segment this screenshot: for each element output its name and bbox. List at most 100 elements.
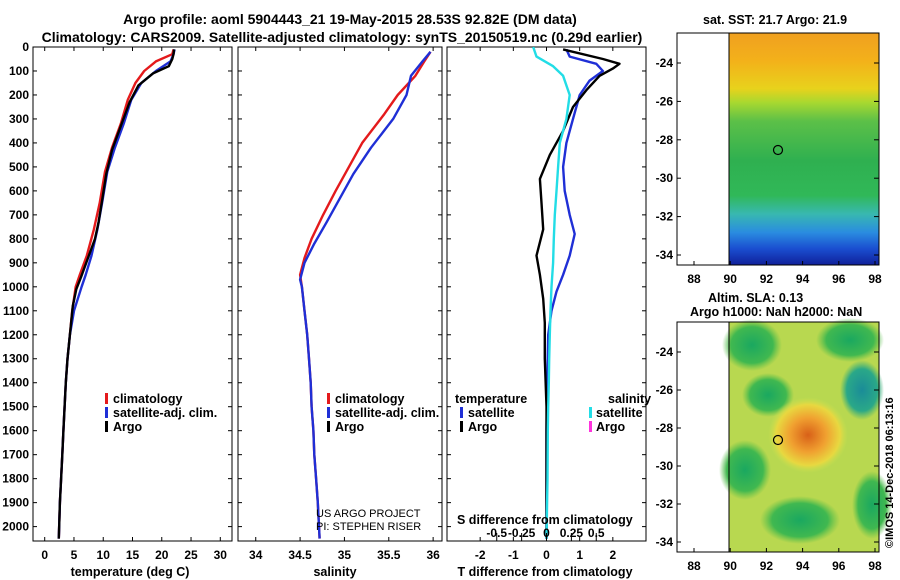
x-tick-label: 36 [426, 548, 440, 562]
x-tick-label: 2 [609, 548, 616, 562]
map-y-tick-label: -30 [656, 459, 674, 473]
figure-title-line1: Argo profile: aoml 5904443_21 19-May-201… [123, 11, 577, 27]
map-y-tick-label: -24 [656, 345, 674, 359]
series-line-climatology [298, 51, 432, 539]
salinity-x-axis: 34 34.5 35 35.5 36 [249, 47, 440, 562]
depth-tick-label: 1900 [2, 496, 29, 510]
x-tick-label: 1 [576, 548, 583, 562]
legend-label-s-argo: Argo [596, 420, 626, 434]
legend-label-t-satellite: satellite [468, 406, 515, 420]
depth-tick-label: 100 [9, 64, 29, 78]
depth-tick-label: 1000 [2, 280, 29, 294]
depth-tick-label: 400 [9, 136, 29, 150]
depth-tick-label: 1300 [2, 352, 29, 366]
legend-swatch-satellite [327, 407, 330, 418]
temperature-x-label: temperature (deg C) [71, 565, 190, 579]
series-line-t-satellite [545, 48, 605, 539]
legend-swatch-argo [327, 421, 330, 432]
map-y-tick-label: -32 [656, 497, 674, 511]
x-tick-label: 20 [155, 548, 169, 562]
salinity-x-label: salinity [313, 565, 356, 579]
legend-label-satellite: satellite-adj. clim. [335, 406, 439, 420]
difference-x-label: T difference from climatology [457, 565, 632, 579]
sla-feature [760, 496, 840, 544]
sla-map-title1: Altim. SLA: 0.13 [708, 291, 803, 305]
temperature-plot [57, 49, 176, 539]
x-tick-label: 5 [71, 548, 78, 562]
depth-tick-label: 1200 [2, 328, 29, 342]
depth-tick-label: 1800 [2, 472, 29, 486]
sla-map: Altim. SLA: 0.13 Argo h1000: NaN h2000: … [656, 291, 892, 573]
map-x-tick-label: 96 [832, 559, 846, 573]
difference-x-axis: -2 -1 0 1 2 -0.5 -0.25 0 0.25 0.5 [475, 47, 616, 562]
x-tick-label: 35.5 [377, 548, 401, 562]
depth-tick-label: 1400 [2, 376, 29, 390]
map-y-tick-label: -30 [656, 171, 674, 185]
map-y-tick-label: -26 [656, 383, 674, 397]
credit-line1: US ARGO PROJECT [316, 508, 421, 520]
x-tick-label: 0 [543, 548, 550, 562]
series-line-argo [57, 49, 176, 539]
figure-title-line2: Climatology: CARS2009. Satellite-adjuste… [42, 29, 643, 45]
sst-float-marker [772, 144, 784, 156]
map-y-tick-label: -32 [656, 210, 674, 224]
map-x-tick-label: 92 [760, 272, 774, 286]
sst-field-border [728, 32, 880, 266]
s-tick-label: 0.25 [560, 526, 584, 540]
s-tick-label: 0 [543, 526, 550, 540]
map-x-tick-label: 96 [832, 272, 846, 286]
x-tick-label: 25 [184, 548, 198, 562]
map-x-tick-label: 98 [868, 559, 882, 573]
difference-plot [532, 47, 621, 539]
legend-title-temperature: temperature [455, 392, 527, 406]
map-x-tick-label: 92 [760, 559, 774, 573]
sla-feature [742, 373, 794, 417]
sla-feature [722, 319, 782, 371]
depth-tick-label: 300 [9, 112, 29, 126]
depth-axis: 0 100 200 300 400 500 600 700 800 900 1000 1100 1200… [2, 40, 646, 534]
map-y-tick-label: -28 [656, 421, 674, 435]
x-tick-label: 34 [249, 548, 263, 562]
legend-label-argo: Argo [335, 420, 365, 434]
legend-swatch-argo [105, 421, 108, 432]
map-x-tick-label: 98 [868, 272, 882, 286]
map-x-tick-label: 94 [796, 272, 810, 286]
map-x-tick-label: 90 [724, 272, 738, 286]
depth-tick-label: 1500 [2, 400, 29, 414]
map-x-tick-label: 94 [796, 559, 810, 573]
sla-feature [852, 471, 892, 539]
sla-map-title2: Argo h1000: NaN h2000: NaN [690, 305, 862, 319]
map-y-tick-label: -26 [656, 94, 674, 108]
legend-swatch-s-satellite [589, 407, 592, 418]
legend-title-salinity: salinity [608, 392, 651, 406]
series-line-t-argo [535, 48, 621, 539]
x-tick-label: 0 [41, 548, 48, 562]
sla-float-marker [772, 434, 784, 446]
salinity-plot [298, 51, 432, 539]
map-y-tick-label: -34 [656, 535, 674, 549]
depth-tick-label: 600 [9, 184, 29, 198]
depth-tick-label: 900 [9, 256, 29, 270]
depth-tick-label: 700 [9, 208, 29, 222]
map-x-tick-label: 90 [724, 559, 738, 573]
s-tick-label: 0.5 [588, 526, 605, 540]
salinity-panel-frame [237, 46, 443, 542]
depth-tick-label: 500 [9, 160, 29, 174]
x-tick-label: 35 [338, 548, 352, 562]
legend-label-s-satellite: satellite [596, 406, 643, 420]
legend-swatch-s-argo [589, 421, 592, 432]
sst-map: sat. SST: 21.7 Argo: 21.9 -24 -26 -28 -30 -3… [656, 13, 882, 286]
map-x-tick-label: 88 [687, 272, 701, 286]
depth-tick-label: 200 [9, 88, 29, 102]
depth-tick-label: 0 [22, 40, 29, 54]
legend-label-climatology: climatology [335, 392, 405, 406]
s-difference-label: S difference from climatology [457, 513, 633, 527]
x-tick-label: -1 [508, 548, 519, 562]
map-y-tick-label: -24 [656, 56, 674, 70]
depth-tick-label: 2000 [2, 520, 29, 534]
sla-high-anomaly [768, 397, 848, 473]
temperature-legend: climatology satellite-adj. clim. Argo [105, 392, 217, 434]
series-line-satellite-adj-clim- [298, 51, 432, 539]
depth-tick-label: 1600 [2, 424, 29, 438]
